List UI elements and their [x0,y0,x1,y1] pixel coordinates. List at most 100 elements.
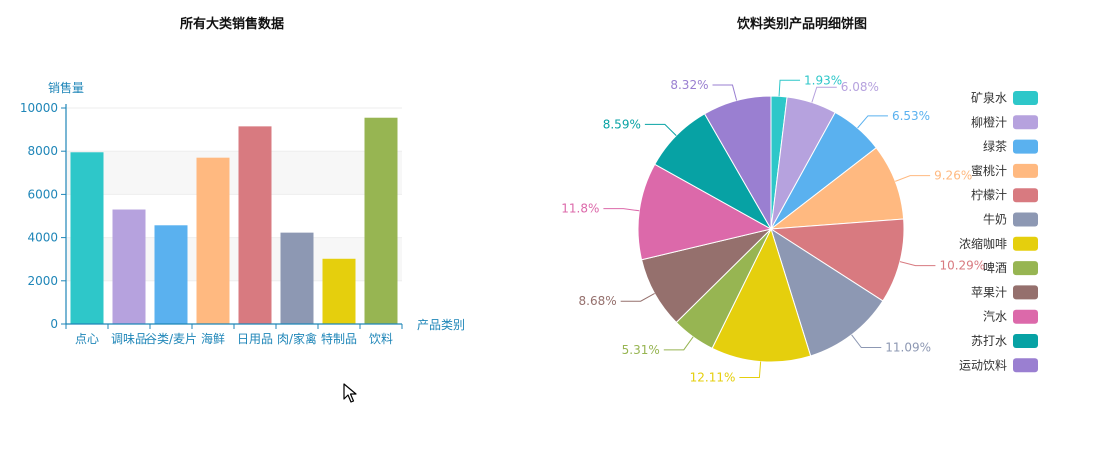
legend-item[interactable]: 浓缩咖啡 [959,236,1038,251]
pie-value-label: 9.26% [934,169,972,183]
bar[interactable] [322,258,356,324]
legend-label: 啤酒 [983,260,1007,275]
pie-slices [637,95,905,363]
legend-item[interactable]: 啤酒 [983,260,1038,276]
legend-item[interactable]: 汽水 [983,309,1038,324]
legend-item[interactable]: 苹果汁 [971,285,1038,300]
legend-label: 牛奶 [983,212,1007,227]
legend-swatch [1013,334,1038,348]
pie-label-line [644,123,677,137]
pie-slice[interactable] [711,227,812,363]
legend-swatch [1013,236,1038,251]
pie-slice[interactable] [769,218,905,302]
pie-label-line [811,86,837,103]
x-tick-label: 调味品 [111,332,147,346]
bar[interactable] [112,209,146,324]
legend-label: 汽水 [983,309,1007,324]
pie-label-line [899,261,936,267]
legend-swatch [1013,212,1038,227]
pie-label-line [778,79,801,97]
pie-label-line [663,336,694,351]
legend-item[interactable]: 牛奶 [983,212,1038,227]
bar-chart: 所有大类销售数据 销售量 产品类别 0 2000 4000 6000 8000 10000… [20,16,465,346]
bars [70,117,398,324]
pie-labels: 1.93%6.08% 6.53% 9.26% 10.29% 11.09% 12.11% 5.… [561,73,985,384]
x-tick-label: 饮料 [369,332,393,346]
y-tick-label: 10000 [20,101,58,115]
pie-slice[interactable] [769,147,905,230]
legend-swatch [1013,91,1038,105]
y-tick-label: 8000 [27,144,58,158]
y-tick-label: 6000 [27,187,58,201]
x-tick-label: 海鲜 [201,331,225,346]
y-tick-label: 0 [50,317,58,331]
legend-item[interactable]: 柳橙汁 [971,114,1038,130]
pie-value-label: 11.8% [561,202,599,216]
x-tick-label: 肉/家禽 [277,331,317,346]
pie-value-label: 6.53% [892,109,930,123]
pie-label-line [895,175,931,182]
legend-swatch [1013,163,1038,178]
bar[interactable] [280,232,314,324]
bar[interactable] [70,152,104,324]
legend-label: 柠檬汁 [971,187,1007,202]
legend-item[interactable]: 绿茶 [983,139,1038,154]
y-tick-label: 2000 [27,274,58,288]
pie-label-line [739,361,762,379]
x-tick-label: 特制品 [321,331,357,346]
pie-value-label: 8.68% [579,294,617,308]
pie-chart-title: 饮料类别产品明细饼图 [736,16,867,32]
x-tick-label: 日用品 [237,332,273,346]
bar[interactable] [154,225,188,324]
legend-swatch [1013,261,1038,276]
bar[interactable] [238,126,272,324]
legend-label: 苏打水 [971,334,1007,348]
y-axis-ticks: 0 2000 4000 6000 8000 10000 [20,101,66,331]
pie-value-label: 8.32% [670,78,708,92]
legend-label: 苹果汁 [971,285,1007,299]
legend-swatch [1013,358,1038,373]
legend-label: 运动饮料 [959,358,1007,372]
legend-label: 矿泉水 [971,91,1007,105]
x-axis-label: 产品类别 [417,318,465,332]
pie-value-label: 10.29% [939,259,985,273]
grid-band [66,151,402,195]
pie-chart: 饮料类别产品明细饼图 1.93%6.08% 6.53% 9.26% 10.29% 11.… [561,16,1038,385]
pie-label-line [620,293,655,302]
pie-label-line [603,208,640,212]
legend-item[interactable]: 蜜桃汁 [971,163,1038,178]
pie-value-label: 6.08% [841,80,879,94]
legend-swatch [1013,115,1038,130]
pie-value-label: 11.09% [885,341,931,355]
legend-item[interactable]: 苏打水 [971,334,1038,348]
pie-label-line [857,115,888,129]
legend-swatch [1013,285,1038,300]
pie-label-line [851,334,882,349]
legend-label: 绿茶 [983,139,1007,154]
pie-slice[interactable] [637,163,773,261]
legend-swatch [1013,139,1038,154]
legend-swatch [1013,309,1038,324]
pie-value-label: 1.93% [804,73,842,87]
legend-label: 浓缩咖啡 [959,236,1007,251]
pie-value-label: 8.59% [603,117,641,131]
legend-label: 蜜桃汁 [971,163,1007,178]
legend-item[interactable]: 柠檬汁 [971,187,1038,203]
x-tick-label: 谷类/麦片 [145,332,197,346]
pie-label-line [712,84,738,101]
y-tick-label: 4000 [27,231,58,245]
pie-slice[interactable] [770,227,884,357]
y-axis-label: 销售量 [48,80,84,95]
pie-value-label: 5.31% [622,343,660,357]
x-tick-label: 点心 [75,332,99,346]
legend-item[interactable]: 运动饮料 [959,358,1038,373]
legend-item[interactable]: 矿泉水 [971,91,1038,105]
bar[interactable] [196,157,230,324]
legend-swatch [1013,188,1038,203]
pie-value-label: 12.11% [690,371,736,385]
legend-label: 柳橙汁 [971,114,1007,129]
bar[interactable] [364,117,398,324]
